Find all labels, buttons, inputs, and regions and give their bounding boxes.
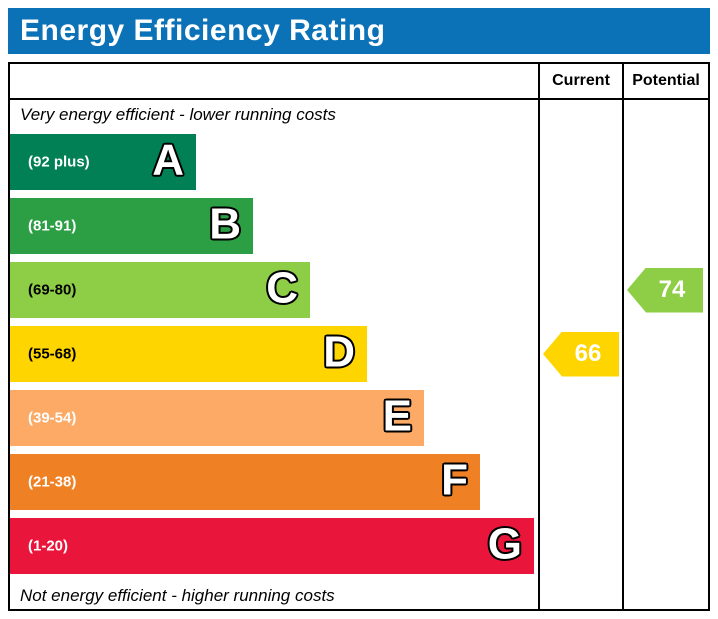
band-range-label: (1-20) <box>28 537 69 555</box>
potential-column-header: Potential <box>624 64 708 100</box>
band-bar-a: (92 plus) A <box>10 134 196 190</box>
potential-rating-value: 74 <box>658 276 686 303</box>
energy-efficiency-chart: Very energy efficient - lower running co… <box>8 62 710 611</box>
band-range-label: (21-38) <box>28 473 77 491</box>
current-column: Current 66 <box>538 64 622 609</box>
band-row-a: (92 plus) A <box>10 130 538 194</box>
band-row-d: (55-68) D <box>10 322 538 386</box>
band-bar-g: (1-20) G <box>10 518 534 574</box>
current-column-body: 66 <box>540 100 622 609</box>
band-bar-d: (55-68) D <box>10 326 367 382</box>
bands-column-header-empty <box>10 64 538 100</box>
current-rating-arrow: 66 <box>543 331 619 377</box>
page-title: Energy Efficiency Rating <box>20 14 386 47</box>
current-rating-value: 66 <box>574 340 602 367</box>
band-row-f: (21-38) F <box>10 450 538 514</box>
potential-column-body: 74 <box>624 100 708 609</box>
potential-rating-arrow: 74 <box>627 267 703 313</box>
band-letter: E <box>382 391 412 441</box>
band-bar-e: (39-54) E <box>10 390 424 446</box>
band-range-label: (81-91) <box>28 217 77 235</box>
title-bar: Energy Efficiency Rating <box>8 8 710 54</box>
band-letter: G <box>487 519 522 569</box>
band-letter: C <box>266 263 298 313</box>
band-letter: F <box>441 455 468 505</box>
bands-column: Very energy efficient - lower running co… <box>10 64 538 609</box>
bands: (92 plus) A (81-91) B (69-80) C (55-68) D (39-54… <box>10 130 538 578</box>
band-bar-f: (21-38) F <box>10 454 480 510</box>
band-bar-b: (81-91) B <box>10 198 253 254</box>
band-row-b: (81-91) B <box>10 194 538 258</box>
band-letter: D <box>323 327 355 377</box>
band-range-label: (55-68) <box>28 345 77 363</box>
current-column-header: Current <box>540 64 622 100</box>
band-range-label: (69-80) <box>28 281 77 299</box>
band-range-label: (92 plus) <box>28 153 90 171</box>
band-row-g: (1-20) G <box>10 514 538 578</box>
band-letter: A <box>152 135 184 185</box>
potential-column: Potential 74 <box>622 64 708 609</box>
bottom-note: Not energy efficient - higher running co… <box>20 585 335 605</box>
band-letter: B <box>209 199 241 249</box>
band-row-e: (39-54) E <box>10 386 538 450</box>
top-note: Very energy efficient - lower running co… <box>20 105 336 124</box>
band-bar-c: (69-80) C <box>10 262 310 318</box>
band-row-c: (69-80) C <box>10 258 538 322</box>
bands-column-body: Very energy efficient - lower running co… <box>10 100 538 613</box>
band-range-label: (39-54) <box>28 409 77 427</box>
